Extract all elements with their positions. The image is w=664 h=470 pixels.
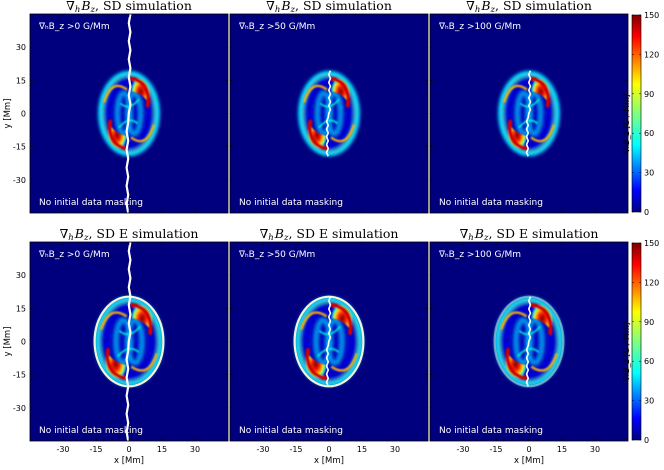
threshold-label: ∇ₕB_z >50 G/Mm [238, 250, 315, 260]
colorbar-tick-label: 150 [644, 11, 659, 20]
masking-note: No initial data masking [39, 198, 143, 208]
y-tick-label: 30 [16, 271, 26, 280]
y-tick-label: -15 [13, 371, 26, 380]
y-tick-label: -30 [13, 404, 26, 413]
x-tick-label: -30 [256, 445, 269, 454]
colorbar-tick-label: 90 [644, 90, 654, 99]
x-tick-label: 30 [390, 445, 400, 454]
masking-note: No initial data masking [239, 426, 343, 436]
threshold-label: ∇ₕB_z >100 G/Mm [438, 22, 521, 32]
threshold-label: ∇ₕB_z >0 G/Mm [38, 22, 110, 32]
gradient-map [493, 295, 565, 388]
threshold-label: ∇ₕB_z >100 G/Mm [438, 250, 521, 260]
gradient-map [498, 70, 560, 157]
gradient-map [93, 242, 165, 441]
x-tick-label: 30 [190, 445, 200, 454]
split-line [125, 14, 132, 213]
colorbar-tick-label: 0 [644, 208, 649, 217]
x-tick-label: -15 [89, 445, 102, 454]
split-line [525, 296, 532, 387]
colorbar-tick-label: 60 [644, 357, 654, 366]
panel-title: ∇hBz, SD simulation [266, 0, 392, 15]
colorbar-tick-label: 30 [644, 169, 654, 178]
y-tick-label: -30 [13, 176, 26, 185]
threshold-label: ∇ₕB_z >50 G/Mm [238, 22, 315, 32]
x-axis-label: x [Mm] [314, 456, 344, 466]
panel-title: ∇hBz, SD E simulation [260, 226, 399, 243]
x-axis-label: x [Mm] [114, 456, 144, 466]
panel-5: ∇hBz, SD E simulation ∇ₕB_z >50 G/Mm No in… [229, 226, 429, 466]
colorbar-tick-label: 120 [644, 50, 659, 59]
panel-1: ∇hBz, SD simulation ∇ₕB_z >0 G/Mm No initi… [3, 0, 229, 214]
colorbar-label: ∇ₕB_z [G / Mm] [622, 94, 631, 155]
x-tick-label: 15 [557, 445, 567, 454]
colorbar-tick-label: 90 [644, 318, 654, 327]
colorbar-tick-label: 0 [644, 436, 649, 445]
x-tick-label: 0 [126, 445, 131, 454]
y-tick-label: 0 [21, 338, 26, 347]
x-tick-label: -15 [489, 445, 502, 454]
masking-note: No initial data masking [239, 198, 343, 208]
x-tick-label: 0 [526, 445, 531, 454]
threshold-label: ∇ₕB_z >0 G/Mm [38, 250, 110, 260]
x-axis-label: x [Mm] [514, 456, 544, 466]
masking-note: No initial data masking [439, 426, 543, 436]
panel-6: ∇hBz, SD E simulation ∇ₕB_z >100 G/Mm No i… [429, 226, 629, 466]
colorbar-1: 0 30 60 90 120 150 ∇ₕB_z [G / Mm] [622, 11, 659, 217]
x-tick-label: -30 [456, 445, 469, 454]
panel-title: ∇hBz, SD E simulation [60, 226, 199, 243]
split-line [125, 242, 132, 441]
panel-2: ∇hBz, SD simulation ∇ₕB_z >50 G/Mm No init… [229, 0, 429, 214]
colorbar-tick-label: 30 [644, 397, 654, 406]
y-tick-label: 15 [16, 304, 26, 313]
panel-title: ∇hBz, SD simulation [466, 0, 592, 15]
split-line [325, 70, 332, 157]
colorbar-label: ∇ₕB_z [G / Mm] [622, 322, 631, 383]
masking-note: No initial data masking [39, 426, 143, 436]
gradient-map [98, 14, 160, 213]
colorbar-tick-label: 120 [644, 278, 659, 287]
gradient-map [293, 295, 365, 388]
x-tick-label: 15 [357, 445, 367, 454]
split-line [325, 296, 332, 387]
gradient-map [298, 70, 360, 157]
y-tick-label: -15 [13, 143, 26, 152]
panel-title: ∇hBz, SD E simulation [460, 226, 599, 243]
x-tick-label: 30 [590, 445, 600, 454]
y-tick-label: 15 [16, 76, 26, 85]
y-axis-label: y [Mm] [3, 327, 13, 357]
colorbar-tick-label: 60 [644, 129, 654, 138]
x-tick-label: -30 [56, 445, 69, 454]
x-tick-label: 0 [326, 445, 331, 454]
masking-note: No initial data masking [439, 198, 543, 208]
panel-3: ∇hBz, SD simulation ∇ₕB_z >100 G/Mm No ini… [429, 0, 629, 214]
panel-4: ∇hBz, SD E simulation ∇ₕB_z >0 G/Mm No ini… [3, 226, 229, 466]
x-tick-label: 15 [157, 445, 167, 454]
panel-title: ∇hBz, SD simulation [66, 0, 192, 15]
colorbar-2: 0 30 60 90 120 150 ∇ₕB_z [G / Mm] [622, 239, 659, 445]
y-axis-label: y [Mm] [3, 99, 13, 129]
y-tick-label: 0 [21, 110, 26, 119]
colorbar-tick-label: 150 [644, 239, 659, 248]
split-line [525, 70, 532, 157]
y-tick-label: 30 [16, 43, 26, 52]
x-tick-label: -15 [289, 445, 302, 454]
